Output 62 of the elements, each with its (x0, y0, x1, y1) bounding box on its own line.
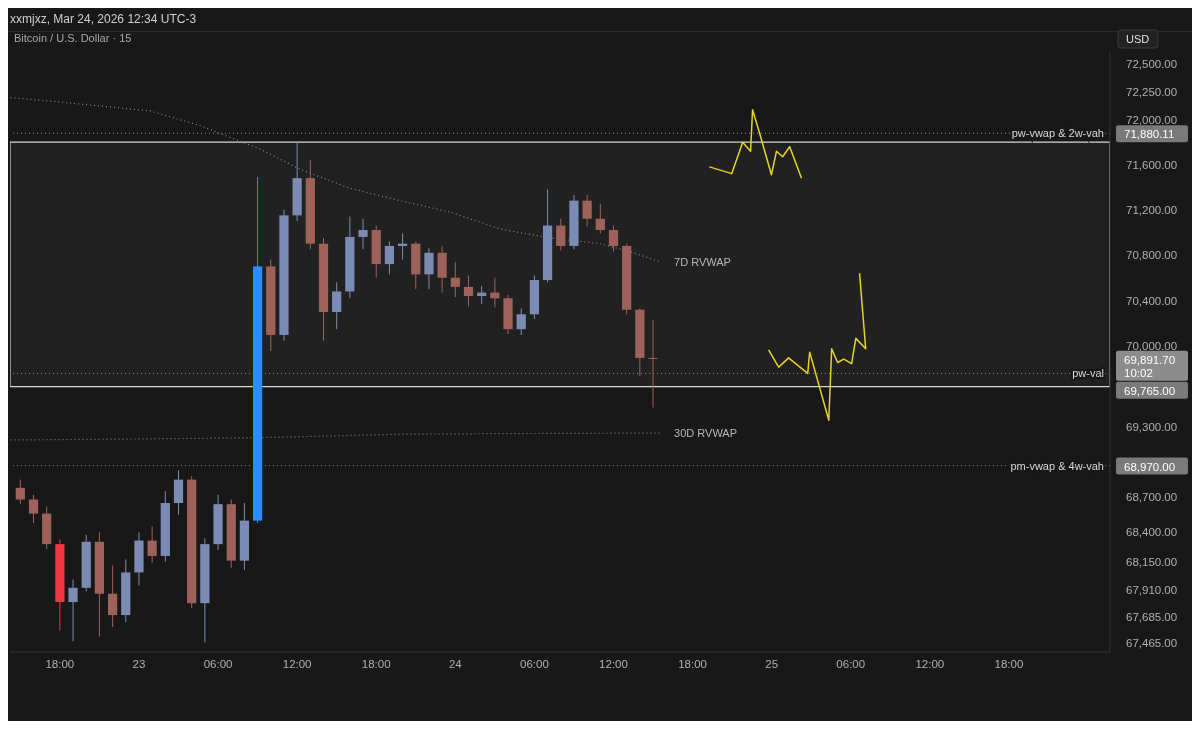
candlestick (582, 194, 592, 228)
y-tick-label: 68,150.00 (1126, 555, 1178, 568)
x-tick-label: 06:00 (836, 658, 866, 671)
line-series (10, 96, 661, 263)
candlestick (68, 579, 78, 642)
text: 69,765.00 (1124, 384, 1176, 397)
candlestick (332, 281, 342, 330)
text: 68,970.00 (1124, 460, 1176, 473)
x-tick-label: 12:00 (915, 658, 945, 671)
y-tick-label: 67,685.00 (1126, 610, 1178, 623)
chart-title: Bitcoin / U.S. Dollar · 15 (14, 31, 132, 46)
x-tick-label: 12:00 (599, 658, 628, 671)
x-tick-label: 18:00 (45, 658, 75, 671)
candlestick (450, 261, 460, 298)
y-tick-label: 67,465.00 (1126, 637, 1178, 650)
y-axis-title: USD (1126, 33, 1150, 45)
x-tick-label: 18:00 (994, 658, 1024, 671)
x-tick-label: 25 (765, 658, 779, 671)
candlestick (107, 564, 118, 628)
x-tick-label: 12:00 (282, 658, 312, 671)
y-tick-label: 68,400.00 (1126, 526, 1178, 539)
x-tick-label: 18:00 (361, 658, 391, 671)
y-tick-label: 70,800.00 (1126, 249, 1178, 262)
text: xxmjxz, Mar 24, 2026 12:34 UTC-3 (10, 12, 197, 26)
candlestick (595, 203, 605, 234)
candlestick (173, 469, 184, 516)
candlestick (28, 494, 39, 524)
y-tick-label: 70,400.00 (1126, 294, 1178, 307)
line-series (708, 109, 803, 179)
candlestick (424, 247, 434, 290)
x-tick-label: 06:00 (520, 658, 549, 671)
y-tick-label: 67,910.00 (1126, 584, 1178, 597)
candlestick (147, 525, 157, 564)
line-series (767, 272, 867, 422)
y-tick-label: 71,200.00 (1126, 203, 1178, 216)
ref-line-label: pw-vwap & 2w-vah (1011, 127, 1104, 140)
candlestick (384, 240, 395, 275)
y-tick-label: 72,500.00 (1126, 58, 1178, 71)
candlestick (648, 319, 658, 409)
y-tick-label: 71,600.00 (1126, 158, 1178, 171)
y-tick-label: 72,000.00 (1126, 113, 1178, 126)
text: 71,880.11 (1124, 128, 1175, 141)
ref-line-label: pm-vwap & 4w-vah (1010, 459, 1104, 472)
line-series (10, 432, 661, 441)
text: 69,891.70 10:02 (1124, 353, 1176, 379)
candlestick (516, 308, 526, 336)
candlestick (15, 479, 25, 505)
x-tick-label: 06:00 (203, 658, 233, 671)
y-tick-label: 72,250.00 (1126, 85, 1178, 98)
x-tick-label: 24 (448, 658, 463, 671)
ref-line-label: pw-val (1072, 367, 1104, 380)
y-tick-label: 70,000.00 (1126, 340, 1178, 353)
candlestick (463, 274, 474, 307)
y-tick-label: 68,700.00 (1126, 491, 1178, 504)
candlestick (608, 225, 619, 253)
series-label: 30D RVWAP (674, 427, 738, 440)
candlestick (556, 218, 566, 251)
candlestick (358, 218, 368, 250)
y-tick-label: 69,300.00 (1126, 421, 1178, 434)
series-label: 7D RVWAP (674, 255, 731, 268)
x-tick-label: 23 (132, 658, 146, 671)
x-tick-label: 18:00 (678, 658, 707, 671)
